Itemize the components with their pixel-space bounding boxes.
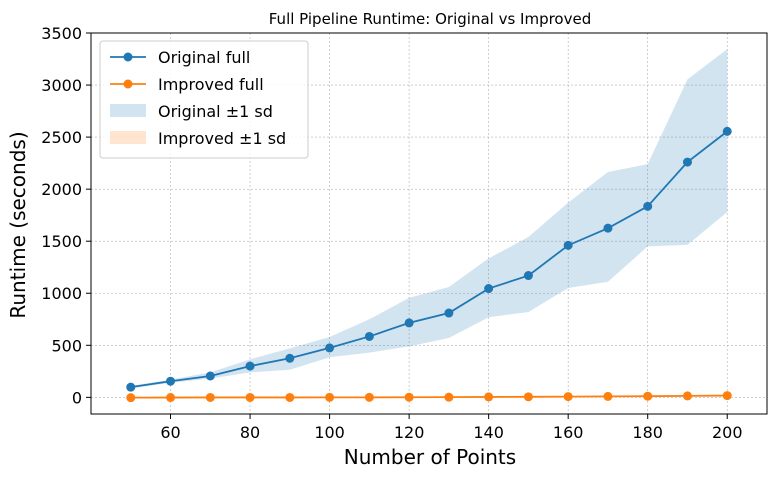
data-point-original	[364, 331, 374, 341]
legend-label-improved: Improved full	[158, 75, 264, 94]
legend-label-original-band: Original ±1 sd	[158, 102, 273, 121]
x-tick-label: 120	[394, 423, 425, 442]
series-lines	[130, 130, 728, 399]
y-tick-label: 2500	[41, 128, 82, 147]
data-point-improved	[484, 392, 494, 402]
data-point-improved	[722, 391, 732, 401]
plot-frame	[90, 32, 768, 415]
data-point-improved	[444, 392, 454, 402]
data-point-original	[166, 376, 176, 386]
legend-frame	[99, 40, 309, 159]
data-point-improved	[364, 392, 374, 402]
series-line-improved	[130, 394, 728, 399]
legend-label-original: Original full	[158, 48, 250, 67]
legend-swatch-improved-band	[110, 131, 146, 144]
x-tick-label: 80	[240, 423, 260, 442]
data-point-improved	[325, 392, 335, 402]
y-tick-label: 1000	[41, 284, 82, 303]
data-point-original	[682, 157, 692, 167]
legend-label-improved-band: Improved ±1 sd	[158, 129, 286, 148]
data-point-improved	[404, 392, 414, 402]
data-point-original	[245, 361, 255, 371]
data-point-improved	[563, 392, 573, 402]
data-point-original	[484, 284, 494, 294]
y-tick-label: 1500	[41, 232, 82, 251]
y-tick-label: 3500	[41, 24, 82, 43]
data-point-original	[722, 126, 732, 136]
y-axis-label: Runtime (seconds)	[6, 131, 30, 318]
data-point-original	[523, 271, 533, 281]
data-point-improved	[205, 392, 215, 402]
x-tick-label: 160	[553, 423, 584, 442]
data-point-improved	[523, 392, 533, 402]
y-tick-label: 3000	[41, 76, 82, 95]
y-tick-label: 0	[72, 388, 82, 407]
legend-marker-improved	[123, 79, 133, 89]
series-line-original	[130, 130, 728, 389]
data-point-improved	[643, 391, 653, 401]
sd-band-original	[130, 49, 728, 389]
axis-ticks: 60 80 100 120 140 160 180 200050010001500200025…	[41, 24, 742, 442]
x-axis-label: Number of Points	[344, 445, 516, 469]
legend-marker-original	[123, 52, 133, 62]
data-point-original	[603, 223, 613, 233]
x-tick-label: 100	[314, 423, 345, 442]
chart-title: Full Pipeline Runtime: Original vs Impro…	[269, 10, 592, 28]
data-point-original	[563, 240, 573, 250]
x-tick-label: 180	[632, 423, 663, 442]
data-point-original	[126, 382, 136, 392]
x-tick-label: 200	[712, 423, 743, 442]
data-point-original	[205, 371, 215, 381]
data-point-improved	[603, 391, 613, 401]
data-point-improved	[126, 393, 136, 403]
y-tick-label: 2000	[41, 180, 82, 199]
data-point-original	[444, 308, 454, 318]
legend-swatch-original-band	[110, 104, 146, 117]
y-tick-label: 500	[51, 336, 82, 355]
data-point-original	[285, 353, 295, 363]
data-point-original	[404, 318, 414, 328]
x-tick-label: 60	[160, 423, 180, 442]
data-point-improved	[245, 392, 255, 402]
data-point-improved	[166, 393, 176, 403]
data-point-improved	[682, 391, 692, 401]
legend: Original full Improved full Original ±1 …	[99, 40, 309, 159]
data-point-improved	[285, 392, 295, 402]
data-point-original	[643, 201, 653, 211]
data-point-original	[325, 343, 335, 353]
series-points	[126, 126, 732, 403]
x-tick-label: 140	[473, 423, 504, 442]
